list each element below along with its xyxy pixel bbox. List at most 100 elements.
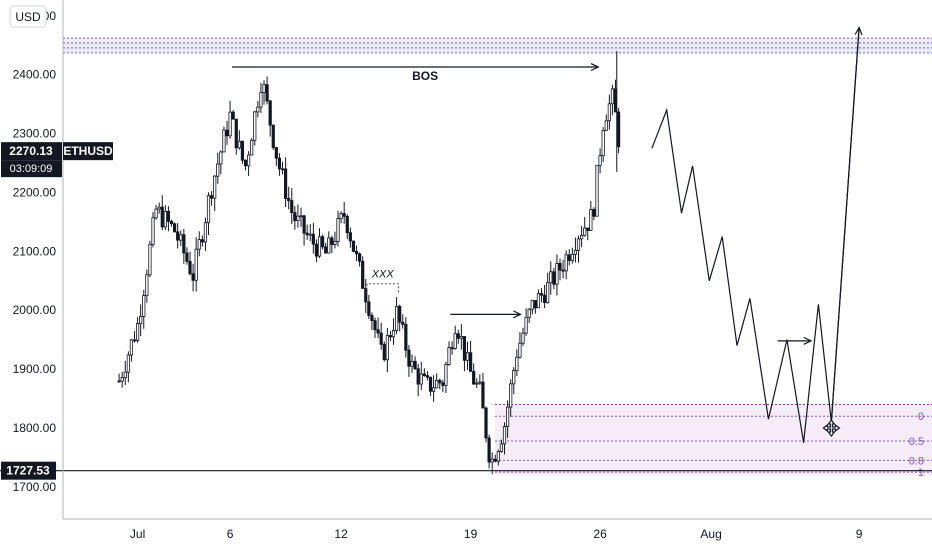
candle-body: [580, 234, 584, 240]
candle-body: [481, 381, 485, 409]
projection-arrow[interactable]: [830, 26, 863, 423]
candle-body: [527, 308, 531, 318]
candle-body: [416, 368, 420, 385]
candle-body: [546, 282, 550, 304]
currency-label: USD: [15, 10, 41, 24]
candle-body: [234, 118, 238, 149]
candle-body: [157, 206, 161, 210]
candle-body: [543, 294, 547, 304]
x-tick-label: 12: [334, 527, 348, 541]
x-tick-label: 19: [464, 527, 478, 541]
x-tick-label: 6: [227, 527, 234, 541]
candle-body: [330, 237, 334, 245]
candle-body: [117, 380, 121, 383]
move-cursor-shape: [822, 419, 841, 438]
candle-body: [456, 333, 460, 339]
candle-body: [539, 293, 544, 296]
fib-level-label: 1: [918, 467, 924, 479]
candle-body: [459, 336, 463, 339]
candle-body: [240, 140, 245, 161]
candle-body: [324, 246, 328, 254]
candle-body: [478, 381, 482, 384]
xxx-bracket[interactable]: XXX: [366, 269, 399, 294]
candle-body: [555, 262, 559, 285]
candle-body: [333, 240, 337, 245]
y-tick-label: 2300.00: [13, 127, 57, 141]
candle-body: [123, 371, 127, 379]
candle-body: [203, 222, 208, 243]
candle-body: [216, 163, 220, 177]
candle-body: [225, 129, 229, 137]
x-tick-label: Aug: [700, 527, 721, 541]
candle-body: [604, 120, 608, 131]
y-tick-label: 1900.00: [13, 362, 57, 376]
candle-body: [367, 301, 371, 316]
candle-body: [521, 332, 525, 344]
bos-arrow[interactable]: [231, 62, 600, 72]
candle-body: [302, 215, 306, 234]
y-tick-label: 1700.00: [13, 480, 57, 494]
x-tick-label: Jul: [130, 527, 145, 541]
candle-body: [209, 195, 214, 199]
resistance-zone[interactable]: [63, 37, 932, 54]
candle-body: [404, 323, 408, 351]
candle-body: [487, 437, 491, 463]
projection-break-arrow[interactable]: [777, 336, 813, 345]
candle-body: [561, 269, 565, 272]
candle-body: [364, 288, 368, 303]
candle-body: [391, 330, 396, 338]
candle-body: [191, 273, 195, 281]
arrow-head: [513, 310, 522, 319]
candle-body: [160, 206, 164, 228]
candle-body: [287, 198, 291, 201]
candle-body: [382, 343, 386, 361]
candle-body: [296, 215, 300, 222]
candle-body: [277, 157, 282, 170]
candle-body: [197, 239, 201, 250]
candle-body: [468, 352, 473, 372]
current-price-label: 2270.13: [9, 144, 53, 158]
y-axis[interactable]: 1700.00 1800.00 1900.00 2000.00 2100.00 2200.…: [13, 9, 57, 494]
y-tick-label: 2100.00: [13, 244, 57, 258]
candle-body: [139, 316, 143, 324]
structure-arrow[interactable]: [450, 310, 522, 319]
candle-body: [419, 373, 423, 385]
candle-body: [490, 458, 494, 463]
x-axis[interactable]: Jul 6 12 19 26 Aug 9: [130, 527, 863, 541]
candle-body: [311, 233, 315, 245]
candle-body: [518, 342, 522, 358]
candle-body: [200, 239, 204, 243]
candle-body: [253, 111, 257, 141]
candle-body: [425, 375, 430, 378]
candle-body: [536, 293, 541, 309]
fib-retracement-zone[interactable]: 0 0.5 0.81: [495, 403, 932, 479]
candle-body: [271, 124, 275, 148]
candle-body: [601, 130, 605, 157]
candle-body: [320, 236, 325, 248]
candle-body: [428, 376, 433, 392]
fib-level-label: 0: [918, 411, 924, 423]
candle-body: [163, 210, 167, 228]
candle-body: [172, 223, 177, 233]
drawings[interactable]: BOS XXX: [0, 26, 932, 472]
candle-body: [169, 221, 174, 225]
candle-body: [509, 383, 513, 408]
candle-body: [339, 213, 343, 219]
candle-body: [438, 379, 442, 384]
candle-body: [185, 252, 189, 262]
y-tick-label: 1800.00: [13, 421, 57, 435]
candle-body: [502, 426, 507, 445]
candle-body: [280, 168, 285, 171]
candle-body: [410, 360, 414, 367]
candle-body: [145, 274, 149, 297]
currency-button[interactable]: USD: [9, 5, 47, 28]
bos-label: BOS: [412, 69, 438, 83]
candle-body: [607, 103, 611, 122]
candle-body: [268, 100, 272, 126]
candle-body: [462, 336, 467, 361]
candle-body: [213, 175, 217, 199]
candle-body: [351, 240, 356, 252]
candle-body: [552, 271, 556, 285]
